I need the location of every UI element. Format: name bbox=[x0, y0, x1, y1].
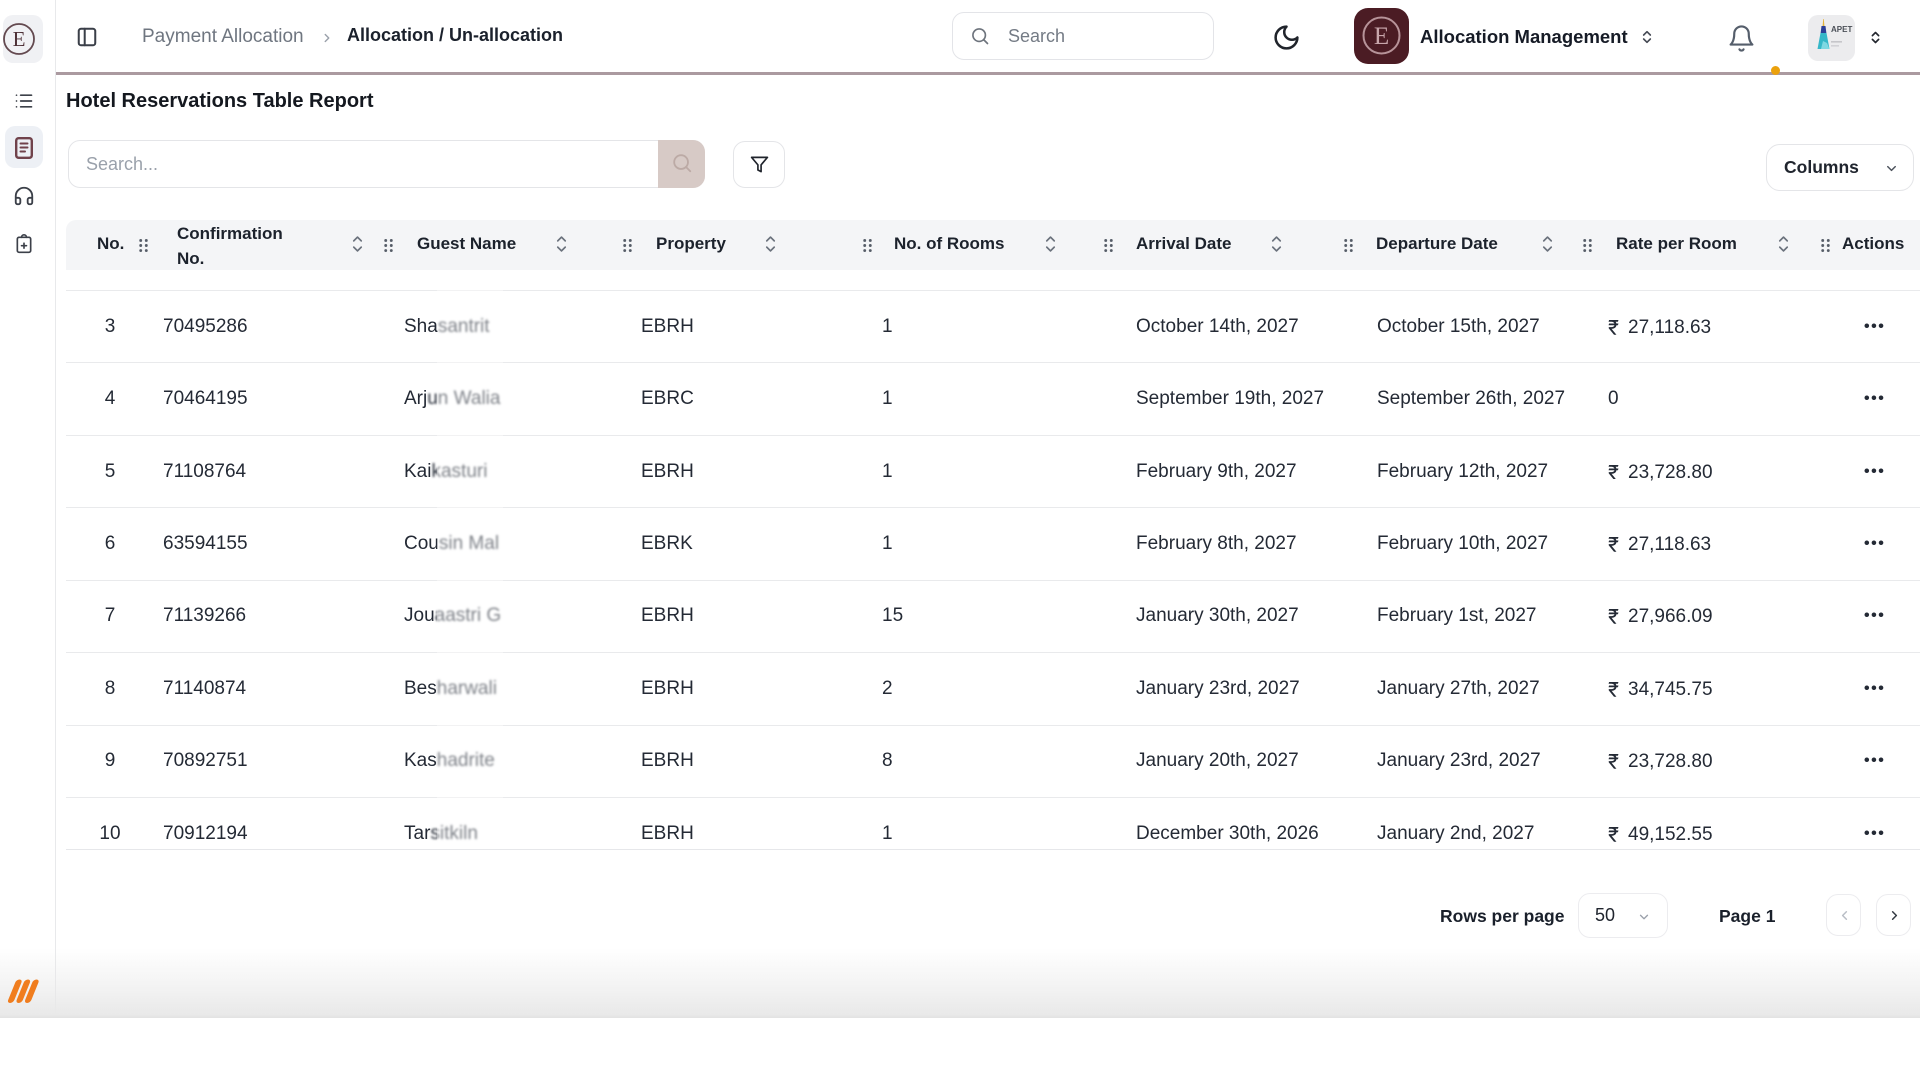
svg-text:APET: APET bbox=[1831, 25, 1852, 34]
svg-text:E: E bbox=[13, 27, 26, 51]
svg-text:E: E bbox=[1374, 23, 1389, 50]
